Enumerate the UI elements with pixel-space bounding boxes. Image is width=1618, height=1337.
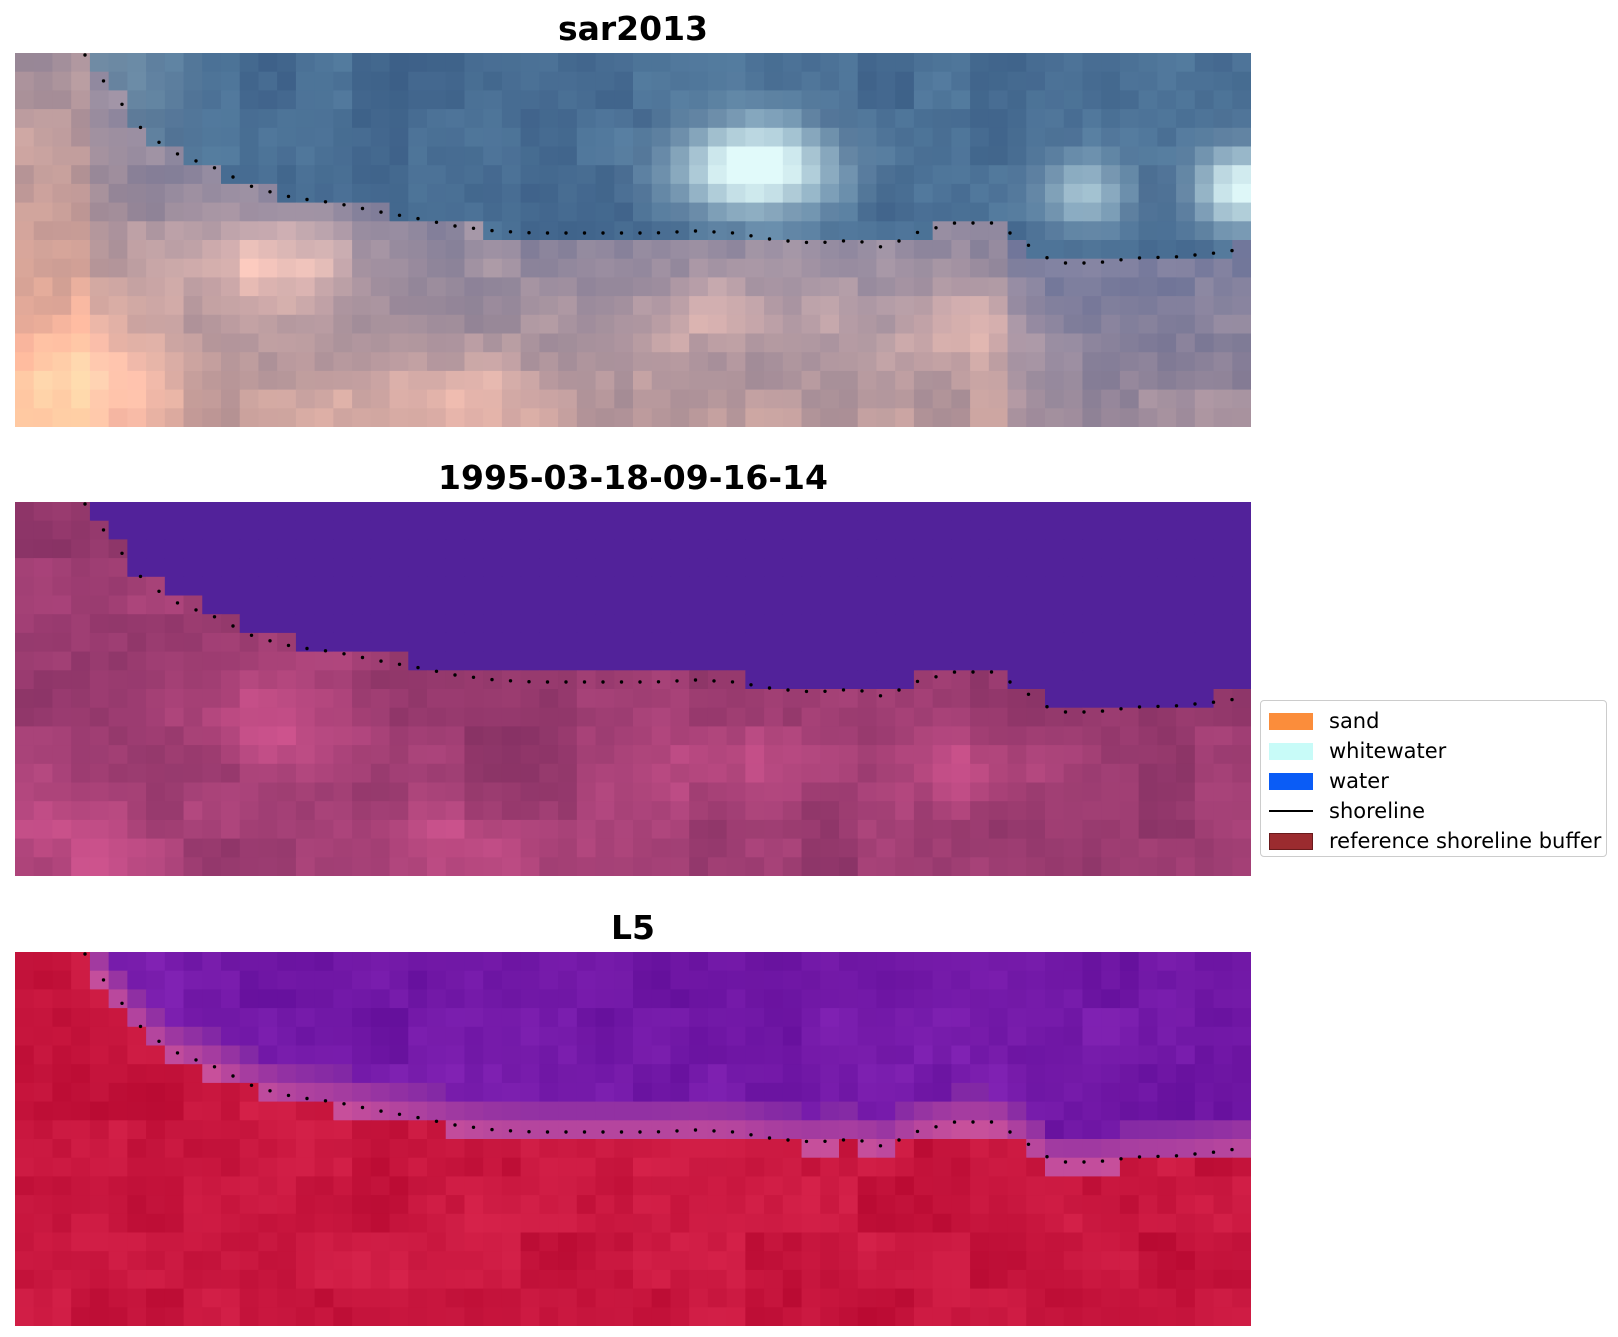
legend-label: whitewater (1329, 739, 1447, 763)
shoreline-line-swatch (1269, 803, 1313, 820)
buffer-swatch (1269, 832, 1313, 850)
legend-label: reference shoreline buffer (1329, 829, 1602, 853)
panel-title-rgb: sar2013 (557, 9, 709, 48)
legend-label: water (1329, 769, 1389, 793)
shoreline-dots (83, 952, 1234, 1164)
legend-label: sand (1329, 709, 1380, 733)
legend-label: shoreline (1329, 799, 1426, 823)
legend-item-water: water (1269, 766, 1598, 796)
sand-swatch (1269, 712, 1313, 730)
panel-title-classified: 1995-03-18-09-16-14 (438, 458, 828, 497)
legend-item-sand: sand (1269, 706, 1598, 736)
water-swatch (1269, 772, 1313, 790)
whitewater-swatch (1269, 742, 1313, 760)
rgb-image-panel (15, 53, 1251, 427)
shoreline-dots (83, 502, 1234, 714)
classified-image-panel (15, 502, 1251, 876)
index-image-panel (15, 952, 1251, 1326)
legend-item-buffer: reference shoreline buffer (1269, 826, 1602, 856)
panel-title-index: L5 (611, 908, 655, 947)
shoreline-dots (83, 53, 1234, 265)
legend-item-whitewater: whitewater (1269, 736, 1598, 766)
legend: sand whitewater water shoreline referenc… (1260, 700, 1607, 857)
legend-item-shoreline: shoreline (1269, 796, 1598, 826)
